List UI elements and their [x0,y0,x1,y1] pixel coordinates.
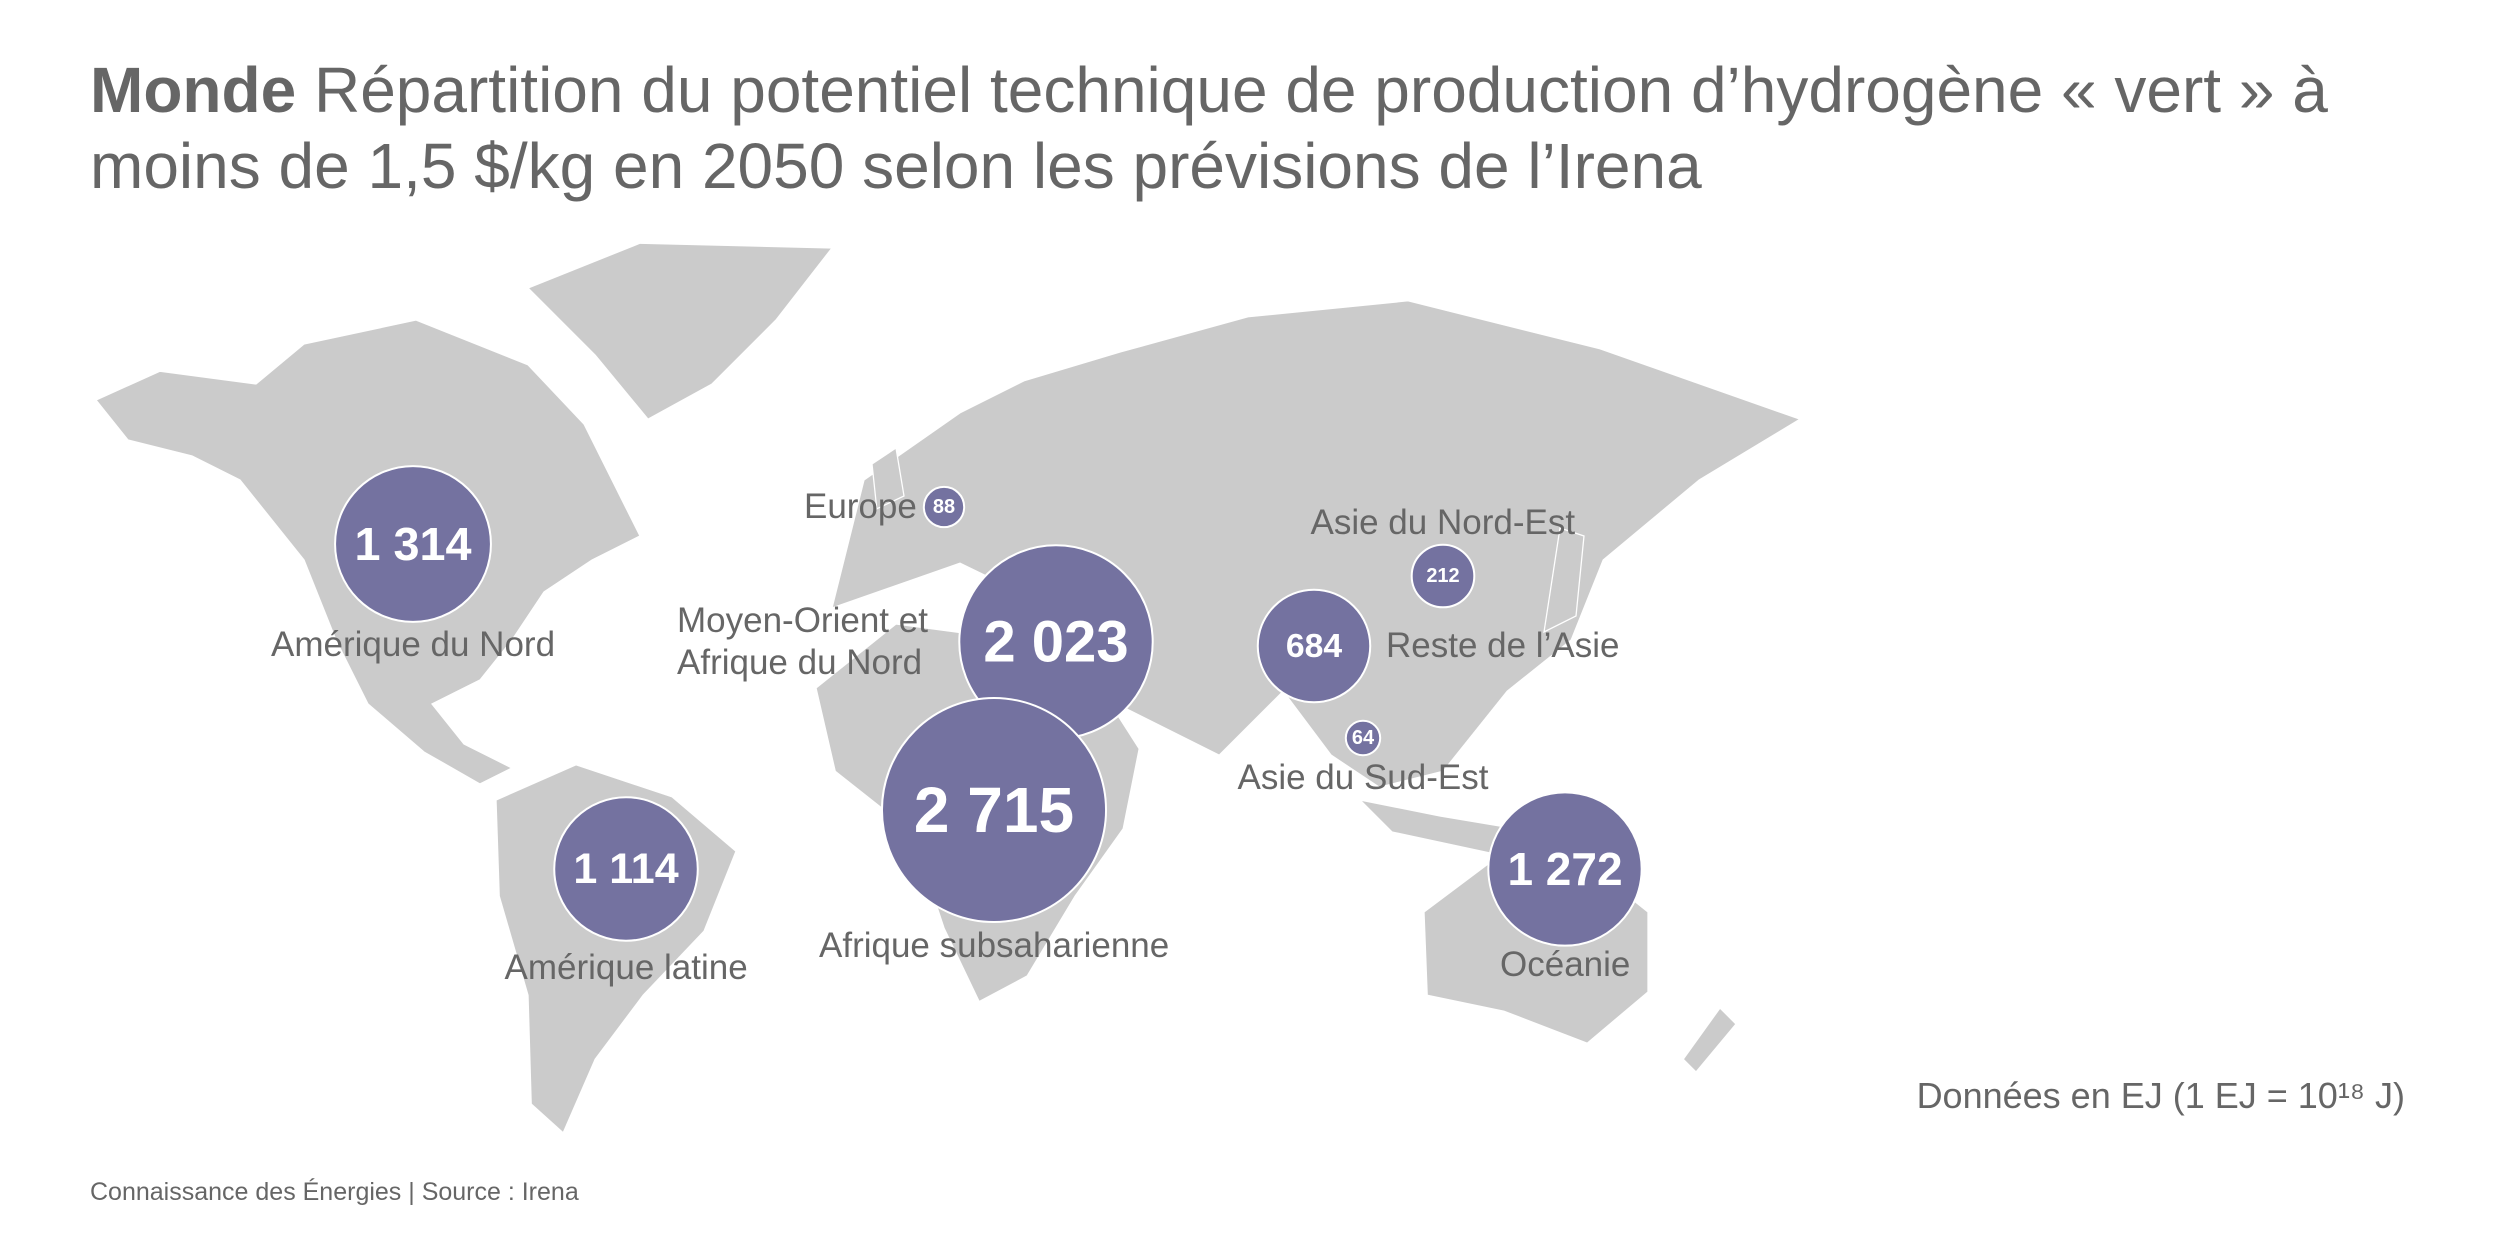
bubble [1344,719,1382,757]
bubble-value: 1 314 [355,518,472,570]
bubble [1410,543,1476,609]
bubble [1256,588,1372,704]
title: Monde Répartition du potentiel technique… [90,52,2450,204]
bubble-value: 2 715 [914,774,1074,846]
bubble [922,485,966,529]
bubble-value: 88 [933,496,955,518]
region-label: Afrique subsaharienne [819,926,1170,965]
region-label: Océanie [1500,945,1631,984]
region-label: Amérique du Nord [271,625,556,664]
bubbles: 1 314 1 114 88 2 023 2 715 212 684 64 1 272 [334,465,1643,947]
region-label: Moyen-Orient et Afrique du Nord [677,601,928,682]
source: Connaissance des Énergies | Source : Ire… [90,1178,579,1206]
land [94,242,1802,1134]
unit-note: Données en EJ (1 EJ = 10¹⁸ J) [1916,1075,2405,1116]
bubble-value: 684 [1286,627,1343,665]
bubble-value: 212 [1426,565,1459,587]
title-bold: Monde [90,54,297,126]
region-label: Asie du Nord-Est [1310,503,1576,542]
japan [1543,527,1585,634]
bubble-value: 1 272 [1507,843,1622,895]
bubble-value: 2 023 [983,610,1128,675]
region-label: Europe [804,487,917,526]
bubble-value: 64 [1352,727,1375,749]
bubble-value: 1 114 [573,845,678,893]
region-label: Reste de l’Asie [1386,626,1620,665]
title-text: Répartition du potentiel technique de pr… [90,54,2328,202]
region-label: Asie du Sud-Est [1237,758,1489,797]
bubble [880,696,1108,924]
greenland [526,242,834,421]
region-label: Amérique latine [504,948,748,987]
new-zealand [1682,1007,1737,1073]
bubble [553,796,699,942]
bubble [334,465,492,623]
bubble [1487,791,1643,947]
eurasia [831,300,1802,788]
uk [871,446,905,510]
